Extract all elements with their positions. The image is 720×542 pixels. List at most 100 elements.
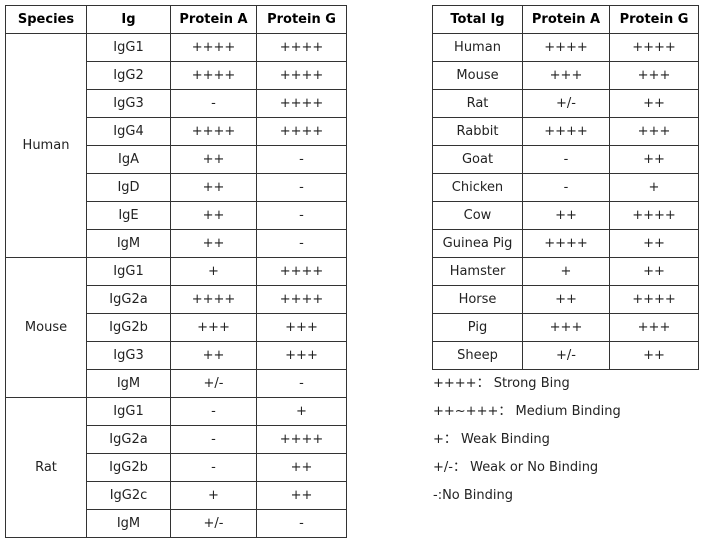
table-row: IgG2a - ++++ xyxy=(6,425,347,454)
binding-cell: ++++ xyxy=(522,229,610,258)
binding-cell: +/- xyxy=(170,369,257,398)
table-row: IgG2a ++++ ++++ xyxy=(6,285,347,314)
table-row: IgG2 ++++ ++++ xyxy=(6,61,347,90)
binding-cell: + xyxy=(522,257,610,286)
binding-cell: ++ xyxy=(609,145,699,174)
ig-cell: IgG2 xyxy=(86,61,171,90)
ig-cell: Sheep xyxy=(432,341,523,370)
binding-cell: ++ xyxy=(256,453,347,482)
ig-cell: Hamster xyxy=(432,257,523,286)
table-row: Cow ++ ++++ xyxy=(432,201,699,230)
header-cell: Protein G xyxy=(256,5,347,34)
binding-cell: - xyxy=(170,397,257,426)
binding-cell: ++++ xyxy=(256,117,347,146)
table-row: Rabbit ++++ +++ xyxy=(432,117,699,146)
ig-cell: IgG1 xyxy=(86,257,171,286)
binding-cell: ++ xyxy=(609,229,699,258)
header-cell: Total Ig xyxy=(432,5,523,34)
ig-cell: IgG3 xyxy=(86,341,171,370)
table-row: Sheep +/- ++ xyxy=(432,341,699,370)
table-row: Rat IgG1- + xyxy=(5,397,347,538)
binding-cell: +++ xyxy=(256,313,347,342)
ig-cell: IgG2b xyxy=(86,313,171,342)
binding-cell: +/- xyxy=(170,509,257,538)
legend: ++++： Strong Bing ++~+++： Medium Binding +… xyxy=(433,370,621,510)
table-row: Rat +/- ++ xyxy=(432,89,699,118)
binding-cell: ++++ xyxy=(609,201,699,230)
legend-item: -:No Binding xyxy=(433,488,514,503)
binding-cell: +++ xyxy=(522,313,610,342)
binding-cell: +/- xyxy=(522,341,610,370)
binding-cell: ++ xyxy=(609,89,699,118)
ig-cell: Mouse xyxy=(432,61,523,90)
table-row: IgM +/- - xyxy=(6,509,347,538)
table-row: IgM ++ - xyxy=(6,229,347,258)
binding-cell: ++ xyxy=(170,229,257,258)
table-row: Mouse IgG1 + ++++ xyxy=(5,257,347,398)
binding-cell: + xyxy=(609,173,699,202)
binding-cell: ++ xyxy=(256,481,347,510)
ig-cell: IgE xyxy=(86,201,171,230)
table-row: Goat - ++ xyxy=(432,145,699,174)
header-cell: Ig xyxy=(86,5,171,34)
binding-cell: - xyxy=(256,369,347,398)
binding-cell: ++++ xyxy=(256,61,347,90)
binding-cell: ++ xyxy=(522,285,610,314)
table-row: IgG2b +++ +++ xyxy=(6,313,347,342)
binding-cell: ++++ xyxy=(256,89,347,118)
binding-cell: ++ xyxy=(609,257,699,286)
ig-cell: IgG3 xyxy=(86,89,171,118)
table-row: Chicken - + xyxy=(432,173,699,202)
ig-cell: IgG4 xyxy=(86,117,171,146)
binding-cell: ++++ xyxy=(256,257,347,286)
ig-cell: Chicken xyxy=(432,173,523,202)
header-cell: Protein A xyxy=(170,5,257,34)
ig-cell: IgM xyxy=(86,509,171,538)
binding-cell: + xyxy=(256,397,347,426)
binding-cell: - xyxy=(256,145,347,174)
table-row: Guinea Pig ++++ ++ xyxy=(432,229,699,258)
binding-cell: + xyxy=(170,481,257,510)
species-cell: Rat xyxy=(5,397,87,538)
table-row: Hamster + ++ xyxy=(432,257,699,286)
binding-cell: ++++ xyxy=(609,285,699,314)
binding-cell: ++++ xyxy=(256,285,347,314)
binding-cell: ++++ xyxy=(170,61,257,90)
table-row: IgA ++ - xyxy=(6,145,347,174)
table-row: Human ++++ ++++ xyxy=(432,33,699,62)
binding-cell: - xyxy=(522,145,610,174)
binding-cell: +/- xyxy=(522,89,610,118)
binding-cell: ++ xyxy=(609,341,699,370)
binding-cell: +++ xyxy=(170,313,257,342)
ig-cell: IgG1 xyxy=(86,33,171,62)
ig-cell: IgG2a xyxy=(86,285,171,314)
ig-cell: Human xyxy=(432,33,523,62)
ig-cell: IgA xyxy=(86,145,171,174)
legend-item: ++++： Strong Bing xyxy=(433,376,570,391)
legend-item: ++~+++： Medium Binding xyxy=(433,404,621,419)
binding-cell: - xyxy=(256,173,347,202)
header-row: Species Ig Protein A Protein G xyxy=(5,5,347,34)
binding-cell: - xyxy=(256,201,347,230)
ig-cell: IgM xyxy=(86,369,171,398)
species-cell: Mouse xyxy=(5,257,87,398)
binding-cell: - xyxy=(170,89,257,118)
binding-cell: +++ xyxy=(609,117,699,146)
table-row: Horse ++ ++++ xyxy=(432,285,699,314)
legend-item: +/-： Weak or No Binding xyxy=(433,460,599,475)
ig-cell: IgG2b xyxy=(86,453,171,482)
legend-item: +： Weak Binding xyxy=(433,432,550,447)
ig-cell: Goat xyxy=(432,145,523,174)
ig-cell: Guinea Pig xyxy=(432,229,523,258)
binding-cell: ++++ xyxy=(609,33,699,62)
header-cell: Protein G xyxy=(609,5,699,34)
total-ig-table: Total Ig Protein A Protein G Human ++++ ++++ M… xyxy=(432,5,699,370)
binding-cell: - xyxy=(170,453,257,482)
header-cell: Species xyxy=(5,5,87,34)
binding-cell: +++ xyxy=(256,341,347,370)
binding-cell: - xyxy=(522,173,610,202)
binding-cell: +++ xyxy=(609,313,699,342)
binding-cell: - xyxy=(256,509,347,538)
binding-cell: ++ xyxy=(170,173,257,202)
binding-cell: ++++ xyxy=(522,117,610,146)
